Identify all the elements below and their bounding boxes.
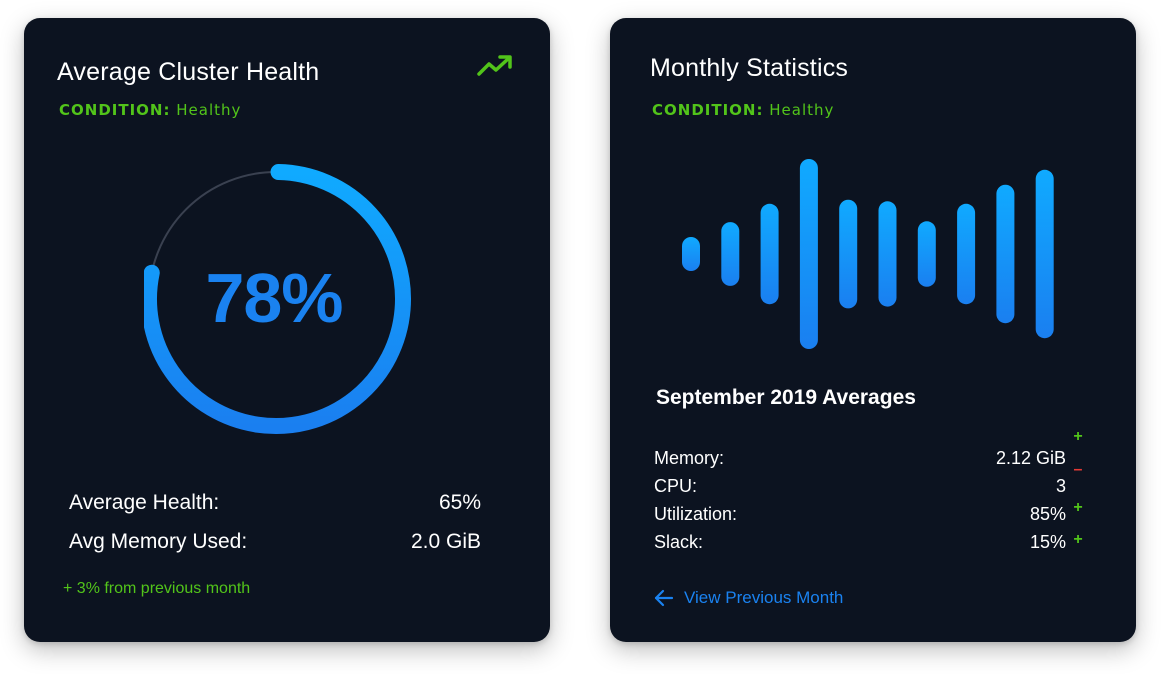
condition-label: CONDITION: [652,101,764,119]
condition-value: Healthy [769,101,835,119]
stat-value: 2.12 GiB [995,448,1066,468]
stat-row-utilization: Utilization: 85% [654,504,1066,528]
change-indicator-plus: + [1073,428,1083,445]
card-title: Average Cluster Health [57,58,320,86]
condition-label: CONDITION: [59,101,171,119]
health-percentage: 78% [205,259,343,337]
stat-bar [878,201,897,307]
stat-value: 85% [1029,504,1066,524]
stat-label: Memory: [654,448,725,468]
arrow-left-icon [654,589,674,607]
condition-status: CONDITION: Healthy [59,101,241,119]
stat-bar [996,184,1015,324]
metric-label: Average Health: [69,491,220,514]
averages-title: September 2019 Averages [656,386,916,409]
stat-bar [839,199,858,309]
health-progress-ring [144,164,411,434]
stat-value: 3 [1055,476,1066,496]
monthly-bars-visual [682,159,1054,349]
stat-bar [799,159,818,349]
card-title: Monthly Statistics [650,54,849,82]
stat-row-slack: Slack: 15% [654,532,1066,556]
metric-value: 2.0 GiB [410,530,481,553]
change-indicator-plus: + [1073,531,1083,548]
stat-row-cpu: CPU: 3 [654,476,1066,500]
stat-label: Slack: [654,532,704,552]
metric-value: 65% [438,491,481,514]
stat-row-memory: Memory: 2.12 GiB [654,448,1066,472]
metric-label: Avg Memory Used: [69,530,248,553]
cluster-health-card: Average Cluster Health CONDITION: Health… [24,18,550,642]
condition-value: Healthy [176,101,242,119]
monthly-statistics-card: Monthly Statistics CONDITION: Healthy Se… [610,18,1136,642]
stat-bar [957,203,976,305]
ring-progress-arc [144,164,411,434]
delta-note: + 3% from previous month [63,580,251,597]
stat-label: Utilization: [654,504,738,524]
stat-label: CPU: [654,476,698,496]
change-indicator-plus: + [1073,499,1083,516]
stat-bar [760,203,779,305]
change-indicator-minus: – [1073,461,1083,478]
stat-bar [1035,169,1054,339]
trending-up-icon [477,55,512,76]
condition-status: CONDITION: Healthy [652,101,834,119]
stat-bar [682,237,700,271]
stat-bar [721,222,740,286]
view-previous-month-link[interactable]: View Previous Month [654,586,843,610]
stat-value: 15% [1029,532,1066,552]
stat-bar [917,221,936,287]
view-previous-month-label: View Previous Month [684,588,844,607]
